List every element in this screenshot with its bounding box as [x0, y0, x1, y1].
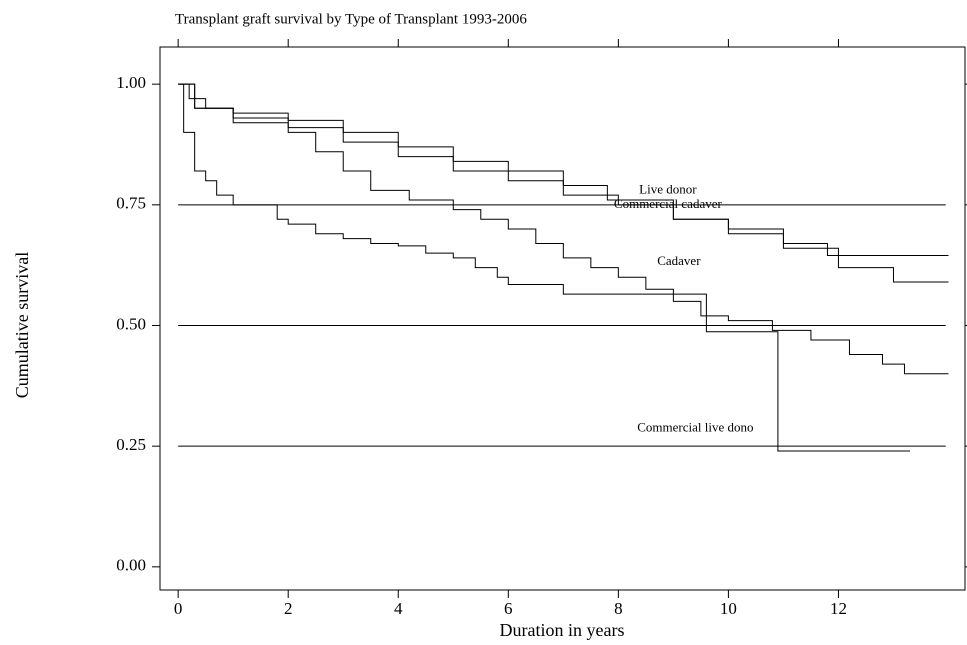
x-tick-label: 4 — [394, 599, 403, 618]
survival-curve — [178, 83, 910, 452]
survival-curve — [178, 83, 949, 257]
x-tick-label: 8 — [614, 599, 623, 618]
y-tick-label: 0.25 — [116, 435, 146, 454]
curve-label: Cadaver — [657, 253, 701, 268]
y-tick-label: 1.00 — [116, 73, 146, 92]
y-tick-label: 0.50 — [116, 314, 146, 333]
survival-curve — [178, 83, 949, 283]
x-axis-label: Duration in years — [500, 620, 625, 640]
x-tick-label: 6 — [504, 599, 513, 618]
x-tick-label: 0 — [174, 599, 183, 618]
curve-label: Commercial live dono — [637, 419, 753, 434]
curve-label: Live donor — [639, 181, 697, 196]
x-tick-label: 10 — [720, 599, 737, 618]
chart-title: Transplant graft survival by Type of Tra… — [175, 11, 527, 27]
x-tick-label: 12 — [830, 599, 847, 618]
plot-frame — [159, 46, 966, 591]
x-tick-label: 2 — [284, 599, 293, 618]
survival-curve — [178, 83, 949, 375]
curve-label: Commercial cadaver — [614, 196, 723, 211]
y-tick-label: 0.00 — [116, 556, 146, 575]
y-tick-label: 0.75 — [116, 194, 146, 213]
y-axis-label: Cumulative survival — [12, 252, 32, 398]
